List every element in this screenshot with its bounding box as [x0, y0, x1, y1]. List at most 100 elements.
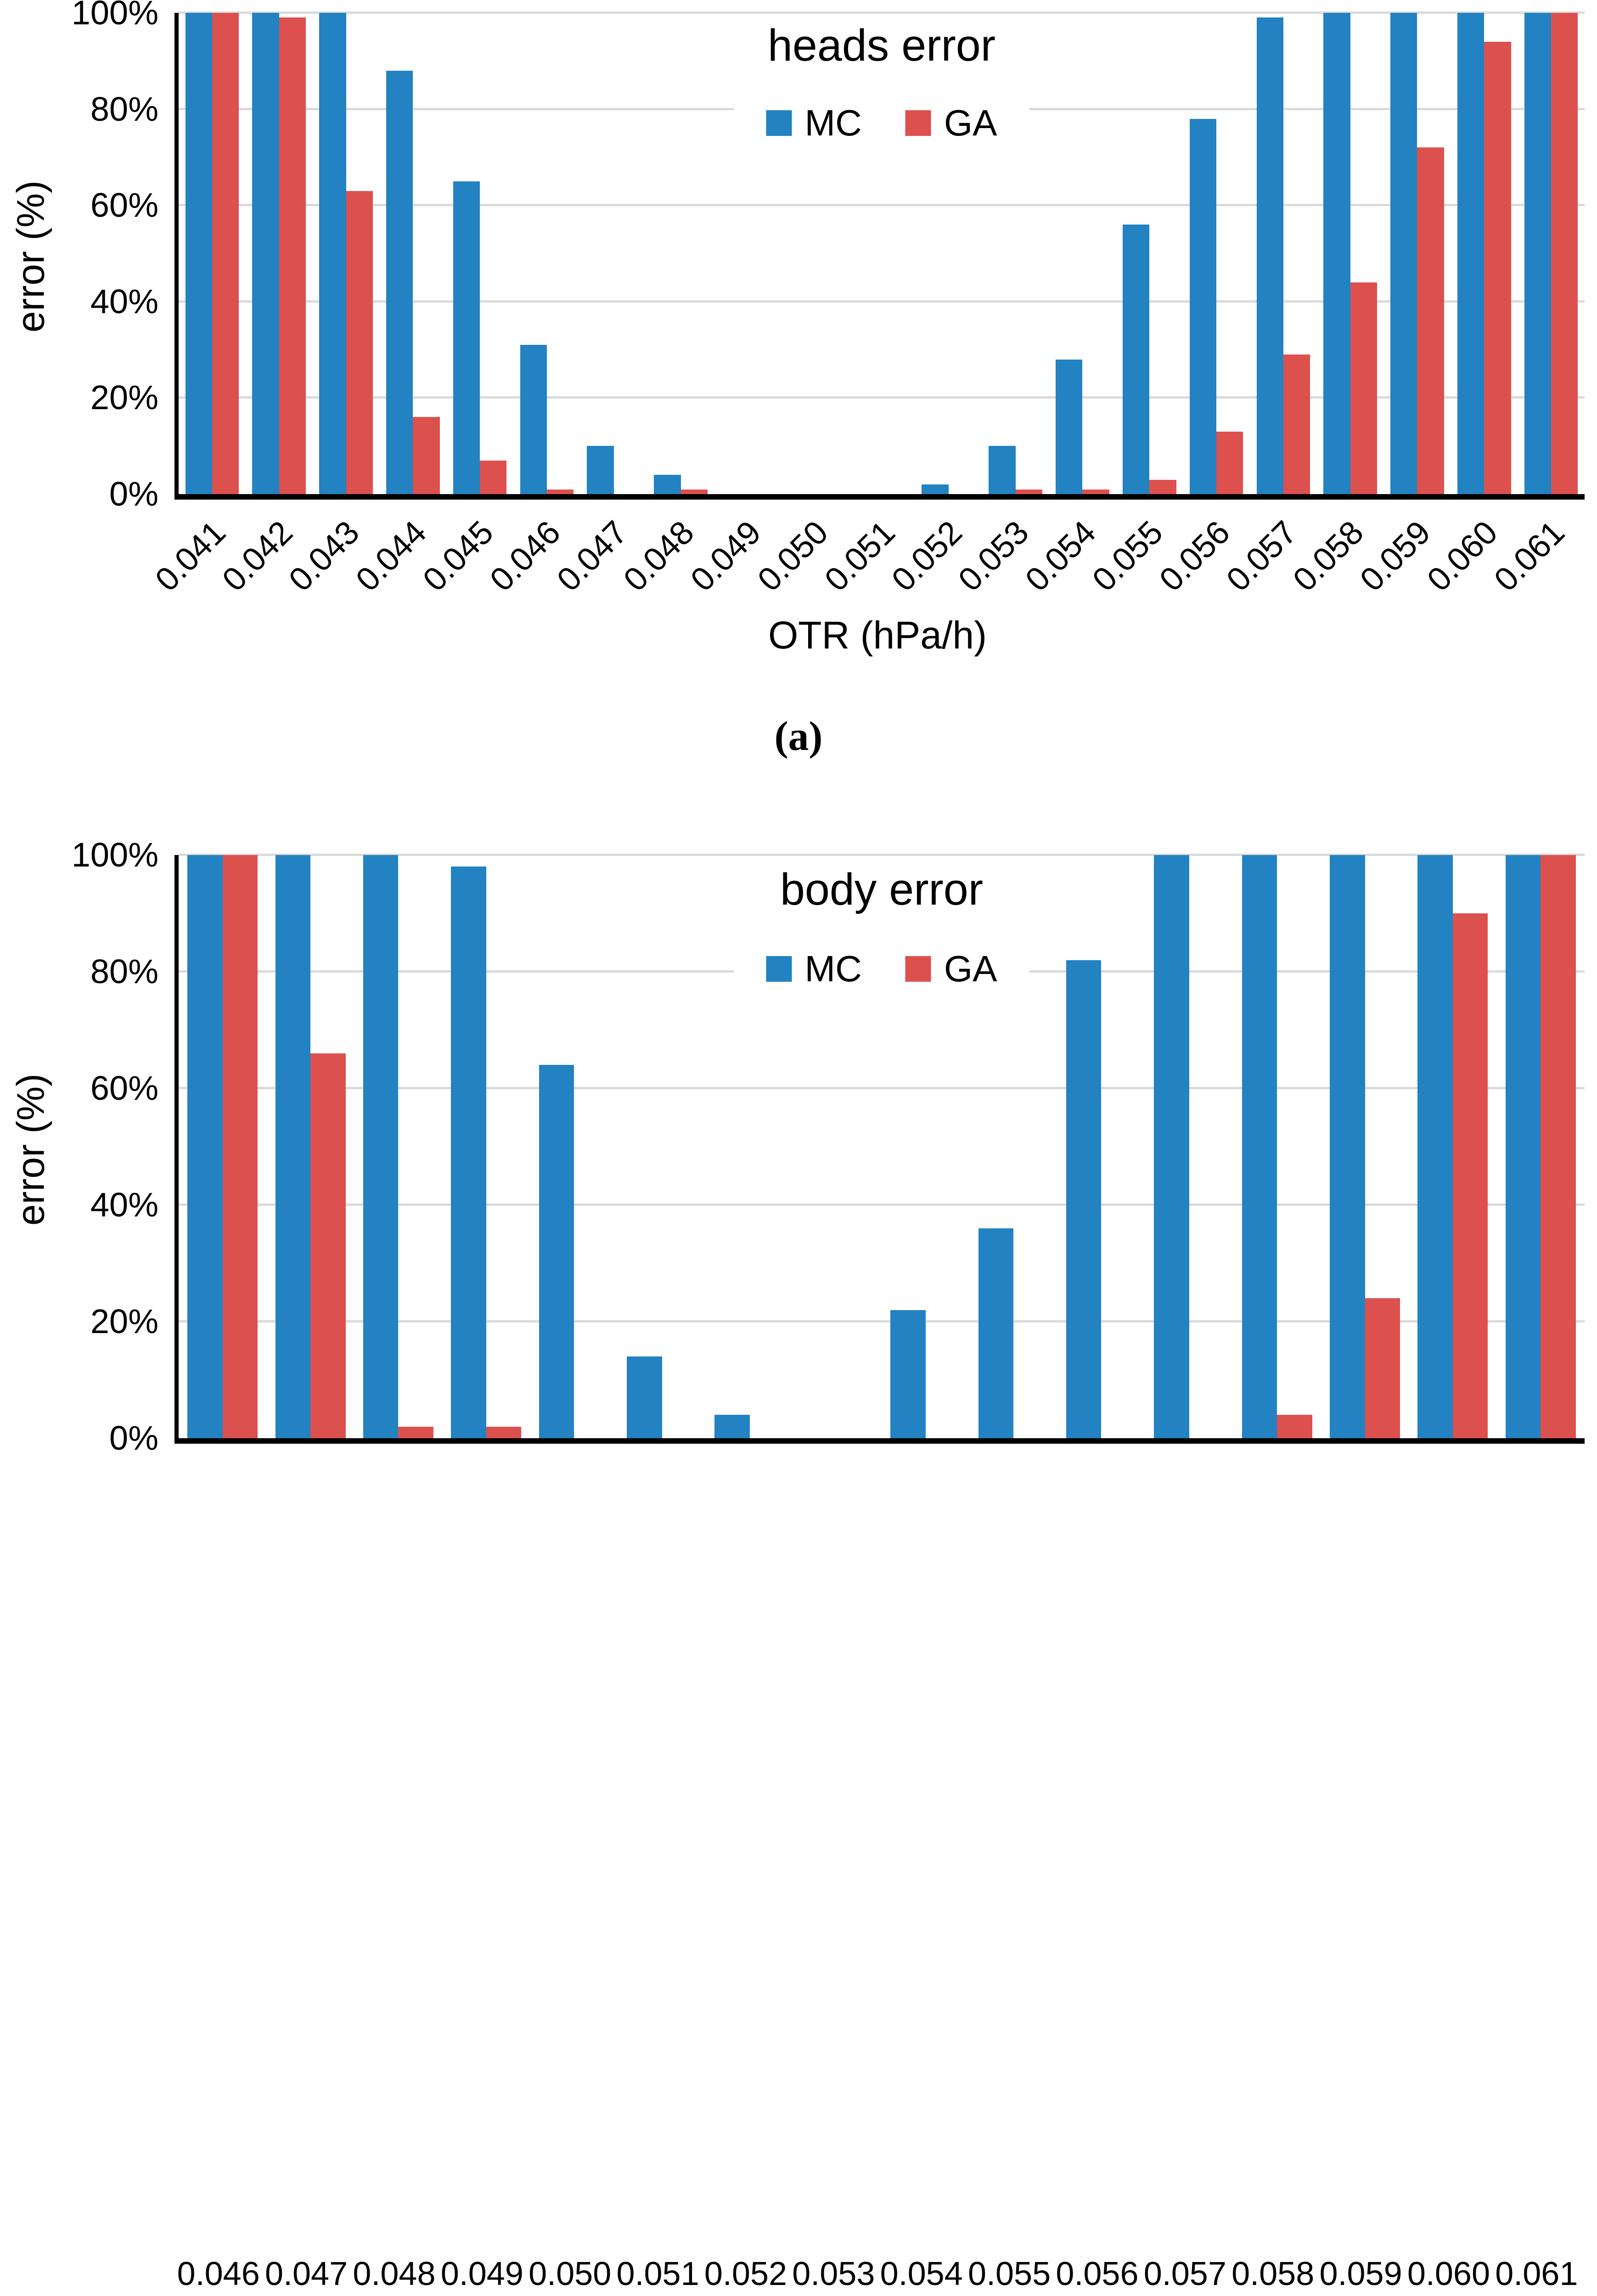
x-tick-0.046: 0.046: [177, 2256, 260, 2292]
bar-mc-0.060: [1457, 13, 1485, 494]
bar-mc-0.047: [275, 855, 311, 1438]
bar-ga-0.046: [222, 855, 258, 1438]
bar-mc-0.050: [539, 1065, 574, 1438]
bar-mc-0.057: [1256, 17, 1283, 494]
bar-mc-0.055: [978, 1228, 1014, 1438]
x-tick-0.060: 0.060: [1407, 2256, 1490, 2292]
bar-ga-0.044: [413, 417, 440, 494]
bar-ga-0.054: [1082, 489, 1109, 494]
x-tick-0.057: 0.057: [1143, 2256, 1226, 2292]
chart-body-error: error (%) 0% 20% 40% 60% 80% 100% body error …: [0, 804, 1597, 2290]
bar-ga-0.055: [1149, 479, 1176, 494]
x-tick-0.048: 0.048: [353, 2256, 436, 2292]
legend: MC GA: [734, 945, 1029, 993]
x-tick-0.050: 0.050: [750, 514, 835, 599]
bar-ga-0.041: [212, 13, 239, 494]
x-tick-0.049: 0.049: [440, 2256, 523, 2292]
y-tick-80%: 80%: [90, 952, 158, 990]
bar-mc-0.058: [1323, 13, 1350, 494]
bar-mc-0.059: [1330, 855, 1365, 1438]
x-tick-0.048: 0.048: [617, 514, 702, 599]
y-axis-ticks: 0% 20% 40% 60% 80% 100%: [0, 838, 158, 1455]
y-tick-40%: 40%: [90, 1186, 158, 1224]
legend-item-ga: GA: [905, 102, 997, 144]
gridline-60%: [179, 1087, 1585, 1089]
y-tick-80%: 80%: [90, 90, 158, 128]
y-tick-60%: 60%: [90, 186, 158, 225]
gridline-20%: [179, 396, 1585, 399]
bar-mc-0.056: [1189, 118, 1217, 494]
y-tick-0%: 0%: [109, 475, 158, 513]
bar-ga-0.060: [1484, 41, 1511, 494]
x-tick-0.049: 0.049: [684, 514, 769, 599]
bar-ga-0.059: [1417, 147, 1444, 494]
bar-mc-0.057: [1154, 855, 1189, 1438]
legend-label-ga: GA: [944, 948, 997, 989]
x-tick-0.052: 0.052: [704, 2256, 787, 2292]
bar-mc-0.042: [252, 13, 279, 494]
chart-heads-error: error (%) 0% 20% 40% 60% 80% 100% heads error…: [0, 0, 1597, 804]
bar-mc-0.056: [1066, 960, 1102, 1438]
x-tick-0.045: 0.045: [416, 514, 500, 599]
bar-ga-0.058: [1277, 1415, 1312, 1438]
bar-ga-0.049: [486, 1426, 522, 1438]
x-tick-0.058: 0.058: [1286, 514, 1371, 599]
bar-mc-0.048: [654, 475, 681, 494]
x-tick-0.061: 0.061: [1495, 2256, 1578, 2292]
bar-mc-0.061: [1505, 855, 1541, 1438]
gridline-40%: [179, 300, 1585, 303]
bar-mc-0.045: [453, 181, 480, 494]
bar-ga-0.043: [346, 191, 373, 494]
plot-area: body error MC GA: [174, 854, 1585, 1444]
bar-ga-0.056: [1216, 431, 1243, 494]
bar-mc-0.054: [890, 1310, 926, 1438]
bar-mc-0.053: [989, 446, 1016, 494]
bar-ga-0.042: [279, 17, 306, 494]
x-axis-ticks: 0.041 0.042 0.043 0.044 0.045 0.046 0.047 0.048…: [148, 505, 1580, 625]
bar-mc-0.060: [1417, 855, 1453, 1438]
x-tick-0.041: 0.041: [148, 514, 233, 599]
gridline-60%: [179, 204, 1585, 207]
x-tick-0.060: 0.060: [1420, 514, 1505, 599]
x-tick-0.055: 0.055: [1085, 514, 1170, 599]
bar-mc-0.058: [1242, 855, 1277, 1438]
bar-mc-0.051: [627, 1356, 662, 1438]
x-tick-0.059: 0.059: [1319, 2256, 1402, 2292]
x-tick-0.051: 0.051: [616, 2256, 699, 2292]
legend: MC GA: [734, 99, 1029, 147]
legend-swatch-mc-icon: [766, 956, 792, 982]
x-tick-0.051: 0.051: [817, 514, 902, 599]
x-tick-0.056: 0.056: [1152, 514, 1237, 599]
legend-label-ga: GA: [944, 102, 997, 143]
x-tick-0.057: 0.057: [1219, 514, 1304, 599]
y-axis-ticks: 0% 20% 40% 60% 80% 100%: [0, 0, 158, 511]
x-tick-0.043: 0.043: [282, 514, 367, 599]
bar-ga-0.053: [1015, 489, 1042, 494]
x-tick-0.053: 0.053: [792, 2256, 875, 2292]
chart-title: body error: [754, 860, 1009, 919]
x-tick-0.050: 0.050: [529, 2256, 612, 2292]
y-tick-100%: 100%: [71, 836, 158, 874]
plot-area: heads error MC GA: [174, 11, 1585, 500]
x-axis-ticks: 0.046 0.047 0.048 0.049 0.050 0.051 0.052 0.053…: [174, 2255, 1580, 2296]
x-tick-0.058: 0.058: [1231, 2256, 1315, 2292]
bar-ga-0.059: [1365, 1298, 1400, 1438]
y-tick-100%: 100%: [71, 0, 158, 32]
bar-mc-0.054: [1056, 359, 1083, 494]
bar-mc-0.046: [520, 345, 547, 494]
bar-mc-0.055: [1122, 225, 1150, 494]
x-tick-0.046: 0.046: [483, 514, 568, 599]
bar-mc-0.044: [386, 70, 413, 494]
bar-mc-0.043: [319, 13, 346, 494]
legend-swatch-ga-icon: [905, 956, 931, 982]
bar-mc-0.052: [922, 484, 949, 494]
x-tick-0.054: 0.054: [880, 2256, 963, 2292]
y-tick-0%: 0%: [109, 1419, 158, 1457]
gridline-40%: [179, 1204, 1585, 1206]
x-tick-0.055: 0.055: [967, 2256, 1051, 2292]
x-tick-0.056: 0.056: [1056, 2256, 1139, 2292]
bar-mc-0.061: [1524, 13, 1552, 494]
x-axis-title: OTR (hPa/h): [768, 613, 987, 657]
bar-ga-0.061: [1551, 13, 1578, 494]
bar-ga-0.046: [546, 489, 574, 494]
